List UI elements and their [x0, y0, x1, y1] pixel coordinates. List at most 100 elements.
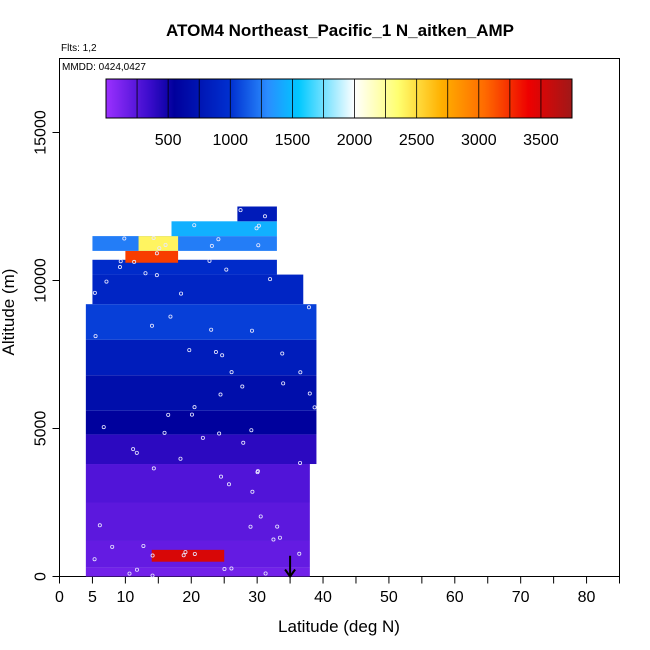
sample-point — [268, 277, 273, 282]
sample-point — [254, 226, 259, 231]
sample-point — [258, 514, 263, 519]
sample-point — [275, 524, 280, 529]
sample-point — [220, 353, 225, 358]
curtain-cell-15 — [171, 221, 277, 237]
sample-point — [207, 258, 212, 263]
sample-point — [217, 431, 222, 436]
x-tick-label-40: 40 — [314, 589, 332, 606]
sample-point — [277, 535, 282, 540]
sample-point — [132, 259, 137, 264]
sample-point — [110, 544, 115, 549]
curtain-cell-16 — [237, 206, 277, 222]
colorbar-tick-label-2500: 2500 — [399, 132, 435, 149]
arrow-head-icon — [284, 568, 296, 579]
plot-frame — [59, 58, 620, 577]
sample-point — [192, 223, 197, 228]
sample-point — [263, 571, 268, 576]
sample-point — [271, 537, 276, 542]
sample-point — [150, 573, 155, 578]
x-tick-label-10: 10 — [116, 589, 134, 606]
y-tick-label-0: 0 — [33, 572, 50, 581]
sample-point — [209, 327, 214, 332]
sample-point — [248, 524, 253, 529]
sample-point — [150, 553, 155, 558]
colorbar-tick-label-2000: 2000 — [337, 132, 373, 149]
colorbar-tick-label-1500: 1500 — [275, 132, 311, 149]
sample-point — [187, 348, 192, 353]
sample-point — [280, 351, 285, 356]
sample-point — [312, 405, 317, 410]
y-tick-label-5000: 5000 — [33, 411, 50, 447]
sample-point — [256, 243, 261, 248]
sample-point — [229, 370, 234, 375]
sample-point — [192, 551, 197, 556]
sample-point — [306, 305, 311, 310]
sample-point — [238, 208, 243, 213]
x-tick-label-70: 70 — [512, 589, 530, 606]
sample-point — [229, 566, 234, 571]
colorbar-tick-label-3000: 3000 — [461, 132, 497, 149]
chart-title: ATOM4 Northeast_Pacific_1 N_aitken_AMP — [166, 21, 514, 40]
x-axis-label: Latitude (deg N) — [278, 617, 400, 636]
sample-point — [179, 291, 184, 296]
sample-point — [298, 460, 303, 465]
sample-point — [241, 440, 246, 445]
curtain-cell-14 — [138, 236, 179, 251]
curtain-cell-7 — [85, 375, 317, 411]
colorbar-tick-label-500: 500 — [155, 132, 182, 149]
sample-point — [104, 279, 109, 284]
sample-point — [117, 265, 122, 270]
dates-note: MMDD: 0424,0427 — [62, 62, 146, 73]
sample-point — [141, 543, 146, 548]
sample-point — [157, 246, 162, 251]
x-tick-label-80: 80 — [578, 589, 596, 606]
sample-point — [255, 469, 260, 474]
sample-point — [216, 237, 221, 242]
curtain-cell-3 — [85, 502, 310, 541]
sample-point — [154, 251, 159, 256]
sample-points-layer — [92, 208, 317, 578]
colorbar-bar — [105, 78, 573, 119]
curtain-cell-13 — [92, 236, 277, 251]
sample-point — [181, 553, 186, 558]
y-axis-label: Altitude (m) — [0, 269, 18, 356]
colorbar-tick-label-3500: 3500 — [523, 132, 559, 149]
sample-point — [151, 235, 156, 240]
sample-point — [298, 370, 303, 375]
sample-point — [192, 405, 197, 410]
sample-point — [127, 571, 132, 576]
sample-point — [166, 412, 171, 417]
sample-point — [183, 550, 188, 555]
sample-point — [154, 273, 159, 278]
sample-point — [262, 214, 267, 219]
sample-point — [118, 259, 123, 264]
sample-point — [297, 551, 302, 556]
curtain-cell-0 — [85, 567, 310, 577]
x-tick-label-20: 20 — [182, 589, 200, 606]
sample-point — [92, 290, 97, 295]
y-tick-label-15000: 15000 — [33, 110, 50, 155]
flights-note: Flts: 1,2 — [61, 43, 97, 54]
colorbar: 500 1000 1500 2000 2500 3000 3500 — [105, 78, 573, 149]
sample-point — [122, 236, 127, 241]
sample-point — [189, 412, 194, 417]
curtain-cell-5 — [85, 434, 317, 465]
curtain-layer — [85, 206, 317, 577]
sample-point — [92, 557, 97, 562]
sample-point — [97, 523, 102, 528]
curtain-cell-11 — [92, 259, 277, 275]
sample-point — [162, 430, 167, 435]
sample-point — [200, 435, 205, 440]
sample-point — [256, 223, 261, 228]
curtain-cell-8 — [85, 339, 317, 376]
sample-point — [163, 242, 168, 247]
sample-point — [240, 384, 245, 389]
x-tick-label-0: 0 — [55, 589, 64, 606]
sample-point — [178, 456, 183, 461]
curtain-cell-4 — [85, 464, 310, 503]
x-tick-label-5: 5 — [88, 589, 97, 606]
sample-point — [131, 447, 136, 452]
sample-point — [151, 466, 156, 471]
curtain-cell-2 — [151, 549, 225, 562]
